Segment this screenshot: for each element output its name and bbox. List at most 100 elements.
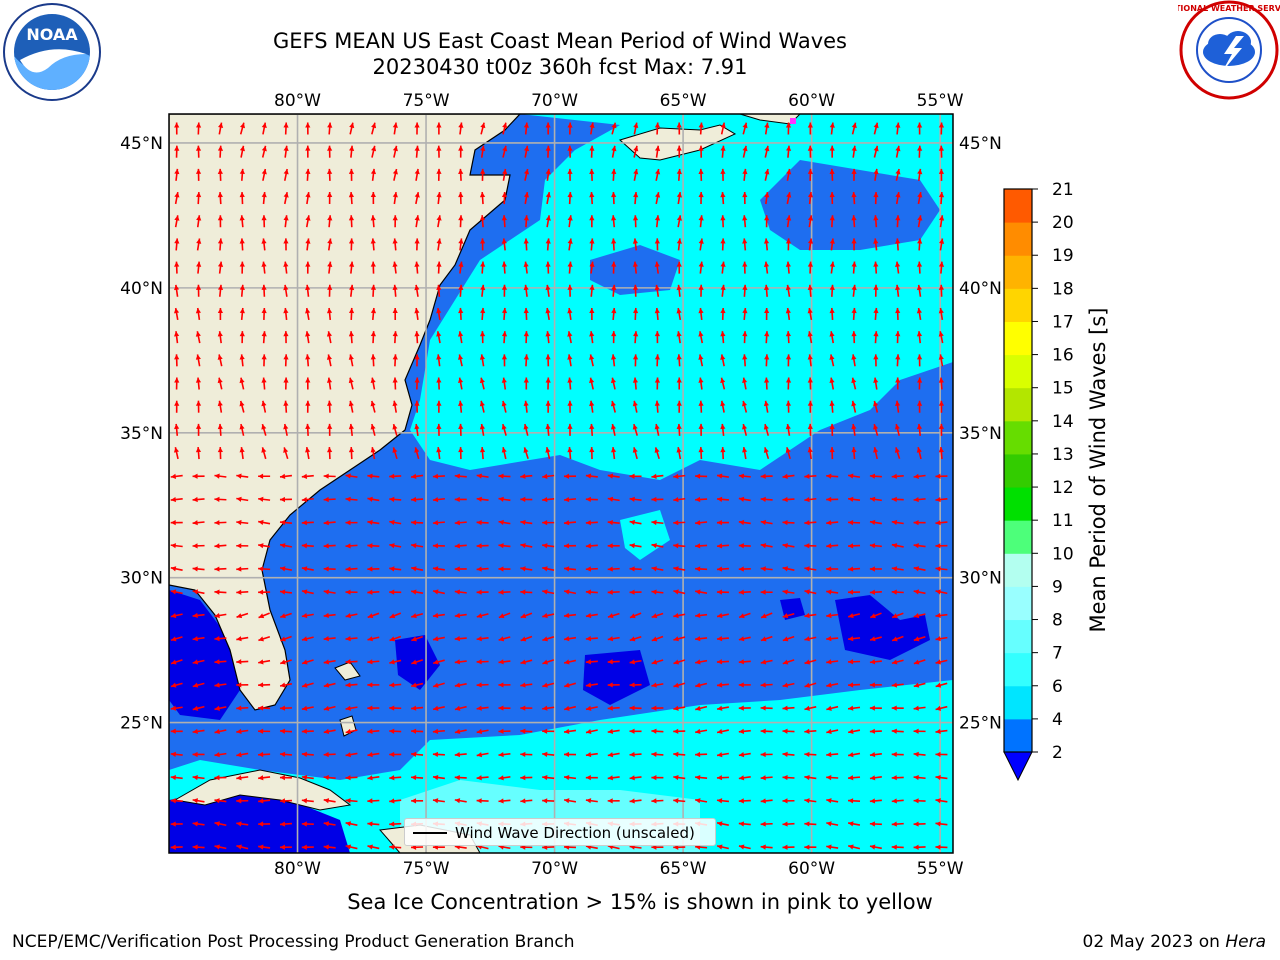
wind-wave-arrow (869, 473, 882, 479)
wind-wave-arrow (389, 566, 402, 572)
wind-wave-arrow (607, 589, 620, 595)
wind-wave-arrow (698, 122, 704, 135)
wind-wave-arrow (480, 122, 486, 135)
wind-wave-arrow (258, 844, 271, 850)
wind-wave-arrow (436, 122, 442, 135)
wind-wave-arrow (323, 751, 336, 758)
wind-wave-arrow (804, 821, 817, 827)
wind-wave-arrow (742, 307, 748, 321)
lat-tick-label-left: 35°N (120, 424, 163, 444)
wind-wave-arrow (236, 844, 249, 850)
wind-wave-arrow (763, 447, 770, 460)
colorbar-tick-label: 10 (1052, 544, 1074, 564)
wind-wave-arrow (826, 728, 839, 735)
wind-wave-arrow (345, 659, 358, 665)
wind-wave-arrow (698, 447, 704, 460)
wind-wave-arrow (851, 331, 857, 344)
wind-wave-arrow (389, 543, 402, 549)
wind-wave-arrow (520, 775, 533, 781)
wind-wave-arrow (589, 261, 595, 274)
wind-wave-arrow (938, 261, 945, 274)
colorbar-tick-label: 2 (1052, 743, 1063, 763)
wind-wave-arrow (848, 519, 861, 526)
wind-wave-arrow (917, 215, 923, 228)
legend-label: Wind Wave Direction (unscaled) (455, 824, 695, 842)
wind-wave-arrow (611, 238, 617, 251)
colorbar-tick-label: 9 (1052, 577, 1063, 597)
wind-wave-arrow (348, 215, 355, 228)
wind-wave-arrow (869, 659, 882, 665)
wind-wave-arrow (480, 307, 486, 321)
wind-wave-arrow (589, 284, 595, 297)
wind-wave-arrow (895, 145, 901, 158)
wind-wave-arrow (807, 400, 813, 413)
wind-wave-arrow (716, 821, 729, 827)
wind-wave-arrow (939, 215, 945, 228)
wind-wave-arrow (782, 682, 795, 688)
wind-wave-arrow (782, 566, 795, 572)
wind-wave-arrow (392, 238, 398, 251)
wind-wave-arrow (873, 168, 879, 181)
wind-wave-arrow (236, 705, 249, 711)
wind-wave-arrow (389, 798, 402, 804)
wind-wave-arrow (327, 168, 333, 181)
wind-wave-arrow (698, 400, 704, 413)
colorbar-swatch (1004, 288, 1032, 322)
wind-wave-arrow (804, 705, 817, 711)
wind-wave-arrow (938, 331, 944, 344)
wind-wave-arrow (807, 261, 813, 274)
wind-wave-arrow (935, 496, 948, 503)
wind-wave-arrow (370, 354, 376, 367)
wind-wave-arrow (760, 496, 773, 502)
wind-wave-arrow (764, 307, 770, 320)
wind-wave-arrow (829, 168, 835, 181)
wind-wave-arrow (695, 751, 708, 758)
wind-wave-arrow (476, 798, 489, 804)
wind-wave-arrow (523, 447, 529, 460)
chart-subtitle: 20230430 t00z 360h fcst Max: 7.91 (372, 55, 748, 79)
wind-wave-arrow (305, 215, 311, 228)
wind-wave-arrow (654, 400, 660, 413)
wind-wave-arrow (542, 751, 555, 757)
wind-wave-arrow (258, 659, 271, 665)
wind-wave-arrow (192, 496, 205, 503)
wind-wave-arrow (873, 238, 879, 251)
wind-wave-arrow (782, 473, 795, 479)
wind-wave-arrow (938, 284, 944, 297)
wind-wave-arrow (673, 589, 686, 595)
wind-wave-arrow (851, 215, 857, 228)
wind-wave-arrow (432, 612, 445, 619)
wind-wave-arrow (192, 821, 205, 827)
wind-wave-arrow (279, 543, 293, 549)
wind-wave-arrow (170, 496, 183, 503)
wind-wave-arrow (498, 612, 511, 619)
wind-wave-arrow (851, 447, 857, 460)
wind-wave-arrow (370, 423, 376, 436)
wind-wave-arrow (301, 612, 314, 619)
wind-wave-arrow (567, 377, 573, 390)
wind-wave-arrow (458, 307, 464, 320)
wind-wave-arrow (567, 122, 573, 135)
wind-wave-arrow (389, 612, 402, 619)
wind-wave-arrow (782, 844, 795, 850)
wind-wave-arrow (804, 751, 817, 758)
wind-wave-arrow (563, 496, 577, 503)
wind-wave-arrow (283, 215, 289, 228)
wind-wave-arrow (895, 284, 901, 297)
wind-wave-arrow (236, 636, 249, 642)
wind-wave-arrow (673, 520, 686, 526)
wind-wave-arrow (807, 168, 813, 181)
wind-wave-arrow (716, 752, 729, 758)
wind-wave-arrow (520, 705, 533, 711)
wind-wave-arrow (239, 423, 245, 436)
wind-wave-arrow (523, 400, 529, 413)
colorbar-tick-label: 18 (1052, 279, 1074, 299)
wind-wave-arrow (673, 751, 686, 757)
wind-wave-arrow (542, 473, 555, 479)
wind-wave-arrow (826, 774, 839, 781)
wind-wave-arrow (742, 400, 748, 413)
wind-wave-arrow (804, 543, 817, 549)
wind-wave-arrow (567, 168, 573, 181)
wind-wave-arrow (195, 168, 202, 181)
wind-wave-arrow (411, 774, 424, 781)
